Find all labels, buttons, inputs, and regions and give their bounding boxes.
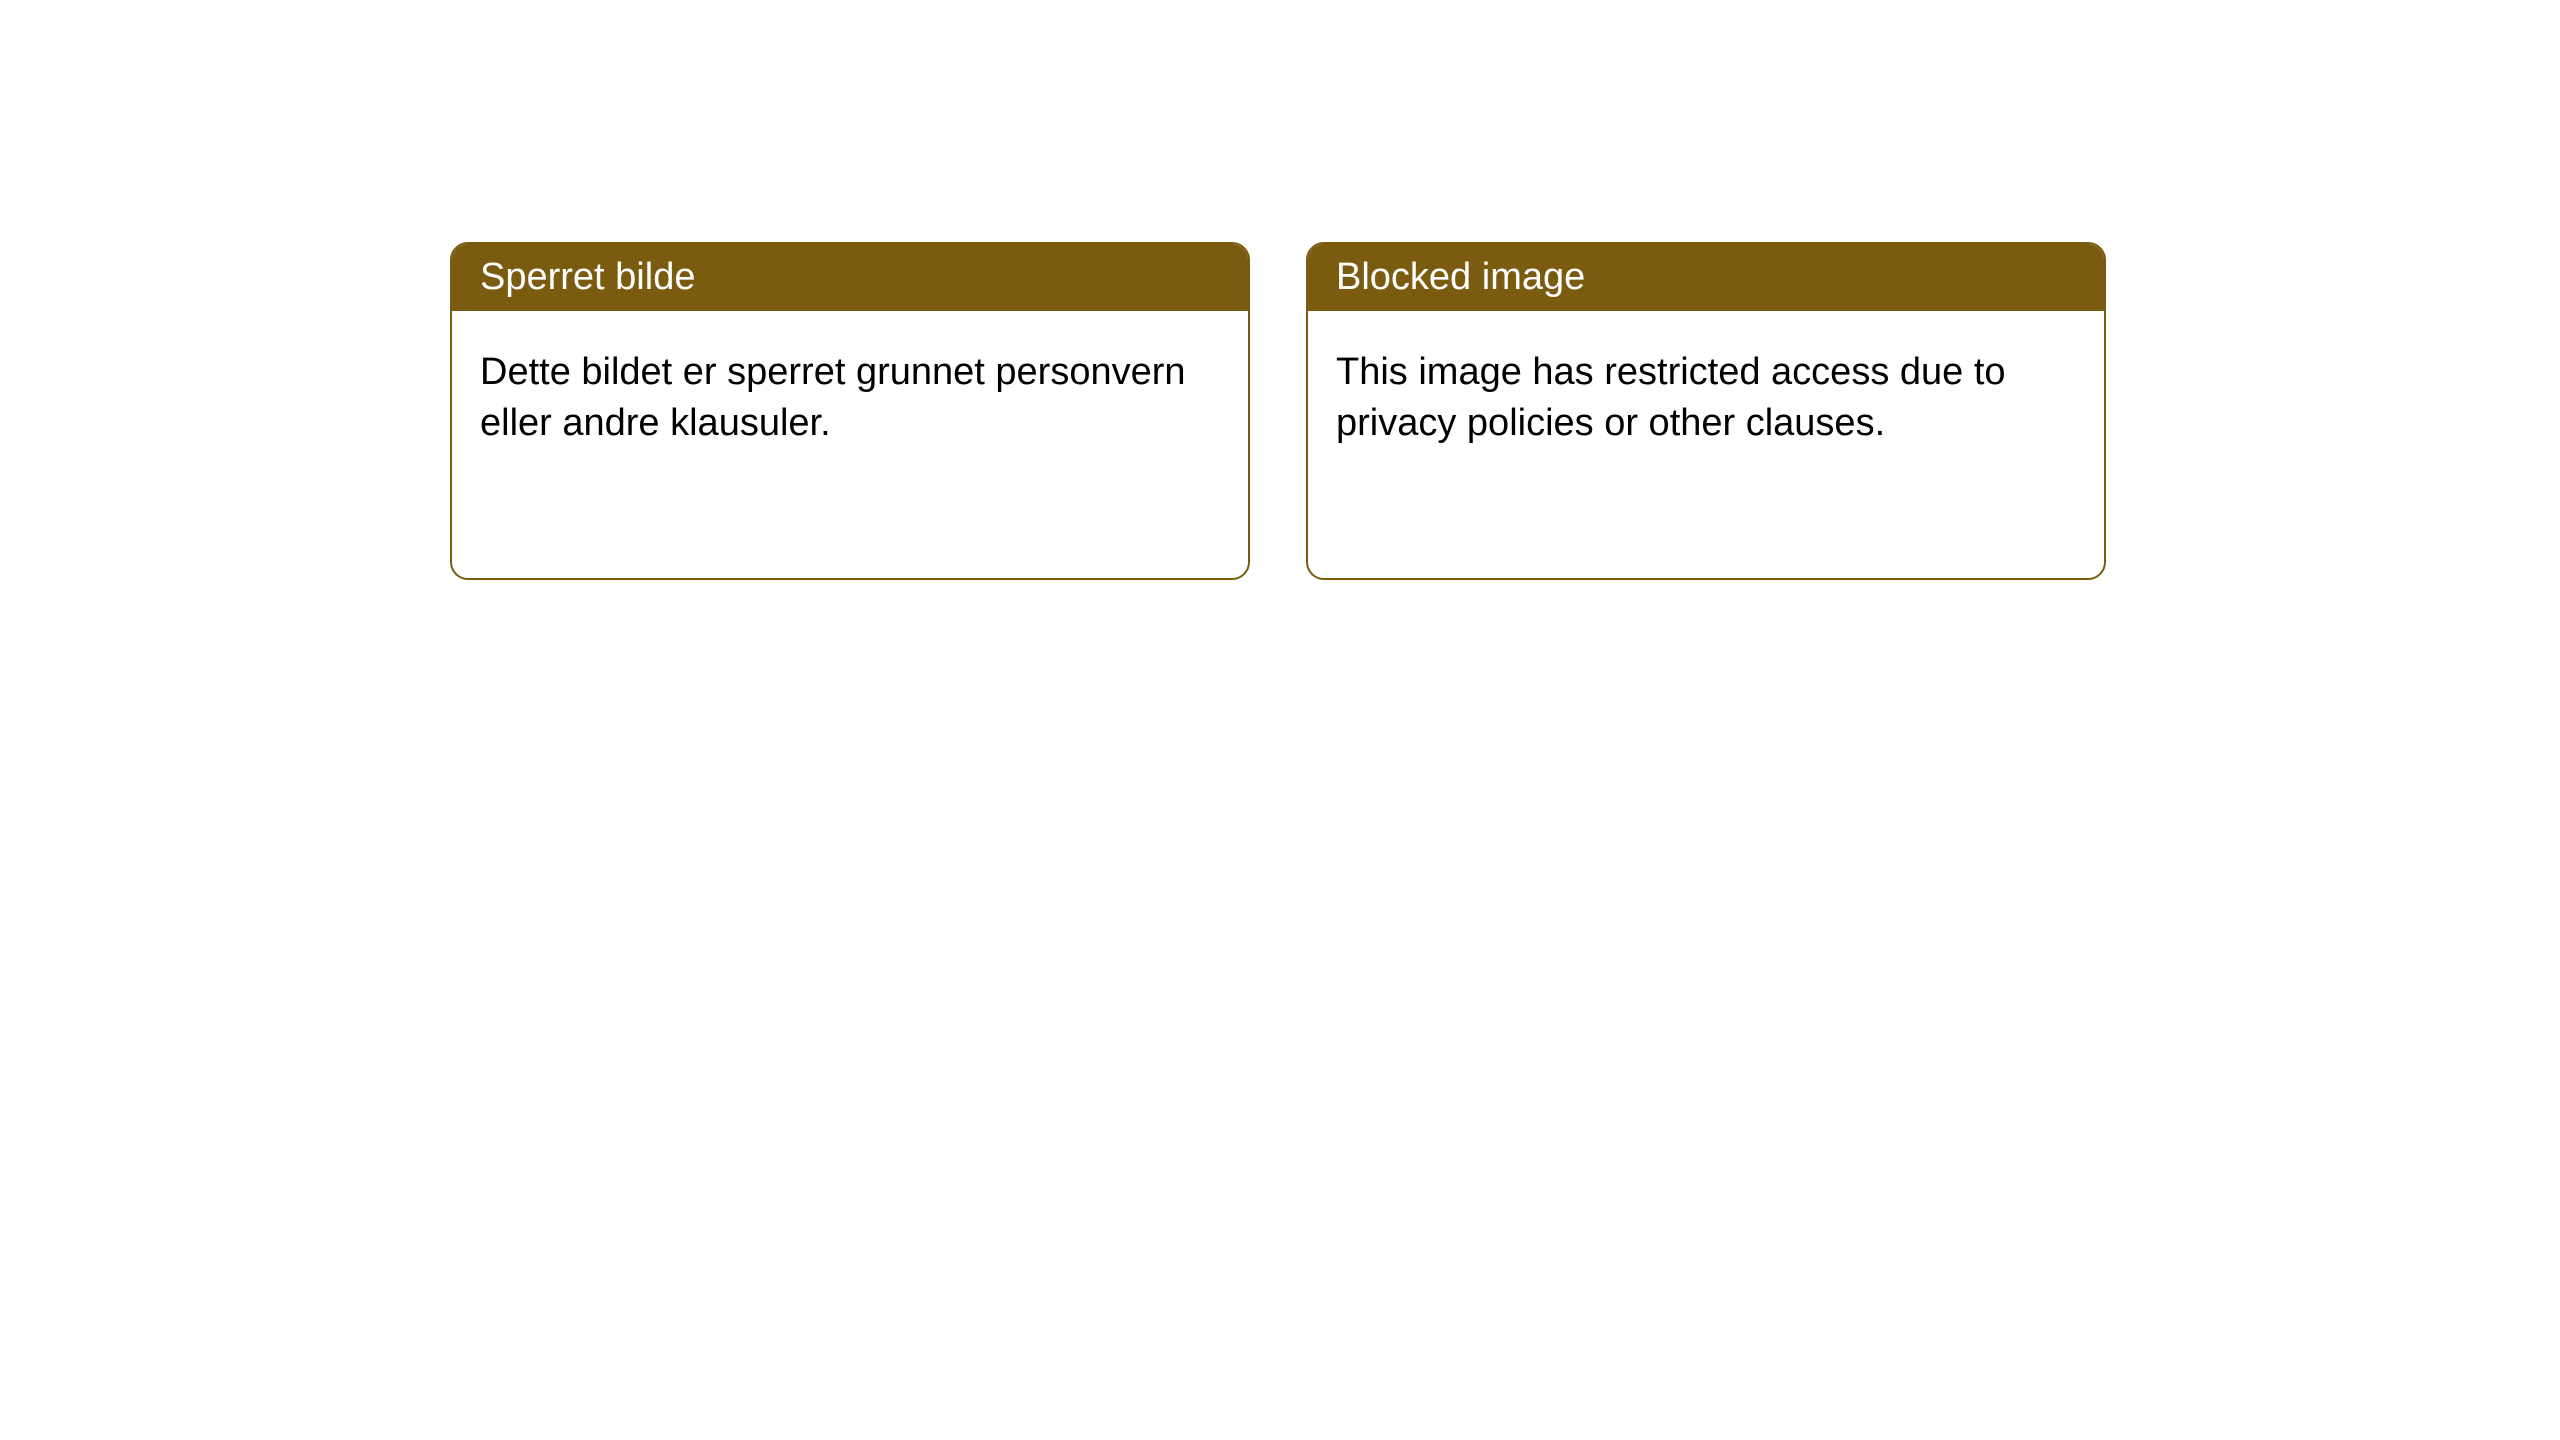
- card-title: Blocked image: [1308, 244, 2104, 311]
- notice-card-english: Blocked image This image has restricted …: [1306, 242, 2106, 580]
- card-body: Dette bildet er sperret grunnet personve…: [452, 311, 1248, 486]
- notice-card-norwegian: Sperret bilde Dette bildet er sperret gr…: [450, 242, 1250, 580]
- card-title: Sperret bilde: [452, 244, 1248, 311]
- card-body: This image has restricted access due to …: [1308, 311, 2104, 486]
- notice-container: Sperret bilde Dette bildet er sperret gr…: [0, 0, 2560, 580]
